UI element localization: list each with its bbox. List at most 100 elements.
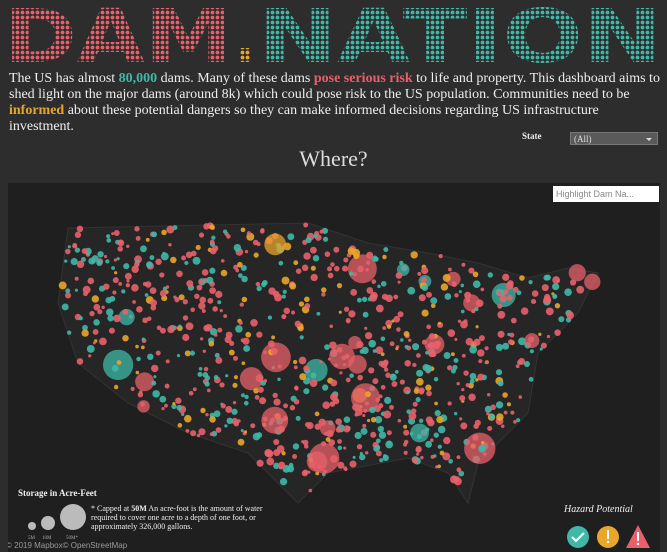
dam-dot[interactable] xyxy=(273,462,280,470)
dam-dot[interactable] xyxy=(140,345,145,350)
dam-dot[interactable] xyxy=(456,467,462,473)
dam-dot[interactable] xyxy=(272,290,280,298)
dam-dot[interactable] xyxy=(256,285,262,292)
dam-dot[interactable] xyxy=(103,254,108,259)
dam-dot[interactable] xyxy=(576,285,585,294)
dam-dot[interactable] xyxy=(176,354,181,358)
dam-dot[interactable] xyxy=(182,299,188,305)
dam-dot[interactable] xyxy=(303,222,309,228)
dam-dot[interactable] xyxy=(241,393,245,398)
dam-dot[interactable] xyxy=(394,369,399,374)
dam-dot[interactable] xyxy=(348,335,362,350)
dam-dot[interactable] xyxy=(395,272,403,279)
dam-dot[interactable] xyxy=(209,267,216,274)
dam-dot[interactable] xyxy=(262,279,268,286)
dam-dot[interactable] xyxy=(430,303,436,309)
dam-dot[interactable] xyxy=(126,279,130,283)
dam-dot[interactable] xyxy=(382,454,389,462)
dam-dot[interactable] xyxy=(475,299,484,308)
dam-dot[interactable] xyxy=(443,436,451,445)
dam-dot[interactable] xyxy=(417,271,422,276)
dam-dot[interactable] xyxy=(101,305,105,310)
dam-dot[interactable] xyxy=(430,297,438,305)
dam-dot[interactable] xyxy=(506,294,513,301)
dam-dot[interactable] xyxy=(287,233,295,241)
dam-dot[interactable] xyxy=(378,394,383,399)
dam-dot[interactable] xyxy=(412,362,417,368)
dam-dot[interactable] xyxy=(190,430,197,437)
dam-dot[interactable] xyxy=(117,239,125,247)
dam-dot[interactable] xyxy=(189,350,196,356)
dam-dot[interactable] xyxy=(232,400,237,405)
dam-dot[interactable] xyxy=(150,299,158,307)
dam-dot[interactable] xyxy=(437,464,441,469)
dam-dot[interactable] xyxy=(529,349,534,354)
dam-dot[interactable] xyxy=(509,332,515,338)
dam-dot[interactable] xyxy=(233,421,240,427)
dam-dot[interactable] xyxy=(197,371,203,377)
dam-dot[interactable] xyxy=(206,388,211,393)
dam-dot[interactable] xyxy=(108,327,115,334)
dam-dot[interactable] xyxy=(513,420,517,424)
dam-dot[interactable] xyxy=(141,337,145,341)
dam-dot[interactable] xyxy=(164,383,170,389)
dam-dot[interactable] xyxy=(304,422,310,428)
dam-dot[interactable] xyxy=(447,365,453,371)
dam-dot[interactable] xyxy=(208,340,215,347)
dam-dot[interactable] xyxy=(558,316,565,323)
dam-dot[interactable] xyxy=(380,281,387,287)
dam-dot[interactable] xyxy=(379,458,384,463)
dam-dot[interactable] xyxy=(366,418,371,423)
dam-dot[interactable] xyxy=(383,247,389,253)
dam-dot[interactable] xyxy=(273,439,280,446)
dam-dot[interactable] xyxy=(292,453,298,459)
dam-dot[interactable] xyxy=(233,264,239,270)
dam-dot[interactable] xyxy=(82,324,88,331)
dam-dot[interactable] xyxy=(497,310,506,319)
dam-dot[interactable] xyxy=(272,392,278,399)
dam-dot[interactable] xyxy=(166,225,175,234)
dam-dot[interactable] xyxy=(135,235,141,241)
dam-dot[interactable] xyxy=(386,430,392,436)
dam-dot[interactable] xyxy=(303,252,311,260)
dam-dot[interactable] xyxy=(502,342,510,350)
dam-dot[interactable] xyxy=(126,244,130,248)
dam-dot[interactable] xyxy=(461,387,465,392)
dam-dot[interactable] xyxy=(243,345,251,352)
dam-dot[interactable] xyxy=(305,236,312,244)
dam-dot[interactable] xyxy=(348,310,356,318)
dam-dot[interactable] xyxy=(178,294,185,301)
dam-dot[interactable] xyxy=(289,405,296,411)
dam-dot[interactable] xyxy=(102,349,134,381)
dam-dot[interactable] xyxy=(232,382,238,388)
dam-dot[interactable] xyxy=(256,459,264,467)
dam-dot[interactable] xyxy=(370,416,377,423)
dam-dot[interactable] xyxy=(421,267,429,275)
dam-dot[interactable] xyxy=(330,262,335,267)
dam-dot[interactable] xyxy=(362,311,369,318)
dam-dot[interactable] xyxy=(481,440,485,445)
dam-dot[interactable] xyxy=(327,272,334,279)
dam-dot[interactable] xyxy=(384,396,392,405)
dam-dot[interactable] xyxy=(151,231,158,238)
dam-dot[interactable] xyxy=(250,423,256,429)
dam-dot[interactable] xyxy=(146,261,153,268)
dam-dot[interactable] xyxy=(135,370,140,375)
dam-dot[interactable] xyxy=(207,297,214,304)
dam-dot[interactable] xyxy=(324,344,330,350)
dam-dot[interactable] xyxy=(459,417,463,421)
dam-dot[interactable] xyxy=(510,317,517,324)
dam-dot[interactable] xyxy=(530,298,537,305)
dam-dot[interactable] xyxy=(425,384,432,391)
dam-dot[interactable] xyxy=(502,392,508,398)
dam-dot[interactable] xyxy=(155,258,162,265)
dam-dot[interactable] xyxy=(291,310,296,315)
dam-dot[interactable] xyxy=(241,296,248,303)
dam-dot[interactable] xyxy=(382,254,387,260)
dam-dot[interactable] xyxy=(452,364,458,371)
dam-dot[interactable] xyxy=(478,445,486,453)
dam-dot[interactable] xyxy=(217,327,223,333)
dam-dot[interactable] xyxy=(196,284,203,291)
dam-dot[interactable] xyxy=(219,309,223,313)
dam-dot[interactable] xyxy=(233,355,238,361)
